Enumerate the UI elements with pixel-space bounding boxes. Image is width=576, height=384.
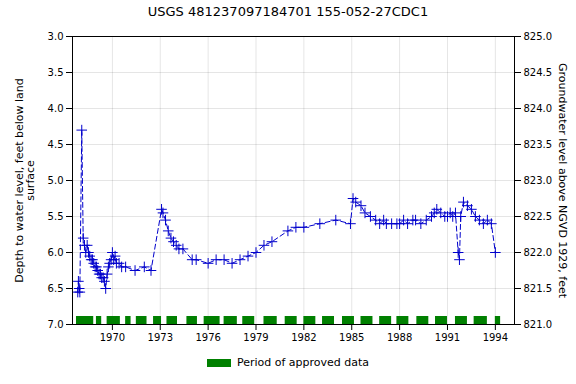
svg-text:1976: 1976 [195, 332, 220, 343]
svg-text:1979: 1979 [243, 332, 268, 343]
svg-text:4.5: 4.5 [48, 139, 64, 150]
svg-text:821.0: 821.0 [524, 319, 553, 330]
svg-text:6.5: 6.5 [48, 283, 64, 294]
svg-text:824.0: 824.0 [524, 103, 553, 114]
svg-text:Depth to water level, feet bel: Depth to water level, feet below landsur… [13, 78, 37, 283]
svg-text:822.5: 822.5 [524, 211, 553, 222]
svg-text:Groundwater level above NGVD 1: Groundwater level above NGVD 1929, feet [556, 63, 569, 299]
svg-text:7.0: 7.0 [48, 319, 64, 330]
svg-text:823.5: 823.5 [524, 139, 553, 150]
svg-text:3.5: 3.5 [48, 67, 64, 78]
svg-text:5.0: 5.0 [48, 175, 64, 186]
svg-text:821.5: 821.5 [524, 283, 553, 294]
svg-text:6.0: 6.0 [48, 247, 64, 258]
svg-text:1991: 1991 [435, 332, 460, 343]
svg-text:1988: 1988 [387, 332, 412, 343]
svg-text:1973: 1973 [148, 332, 173, 343]
html-text:Period of approved data: Period of approved data [236, 356, 370, 369]
svg-text:1982: 1982 [291, 332, 316, 343]
svg-text:1970: 1970 [100, 332, 125, 343]
svg-text:823.0: 823.0 [524, 175, 553, 186]
svg-text:1994: 1994 [483, 332, 508, 343]
svg-text:4.0: 4.0 [48, 103, 64, 114]
svg-text:824.5: 824.5 [524, 67, 553, 78]
svg-text:825.0: 825.0 [524, 31, 553, 42]
svg-text:822.0: 822.0 [524, 247, 553, 258]
html-text:USGS 481237097184701 155-052-2: USGS 481237097184701 155-052-27CDC1 [147, 4, 429, 19]
svg-text:5.5: 5.5 [48, 211, 64, 222]
svg-text:1985: 1985 [339, 332, 364, 343]
svg-text:3.0: 3.0 [48, 31, 64, 42]
